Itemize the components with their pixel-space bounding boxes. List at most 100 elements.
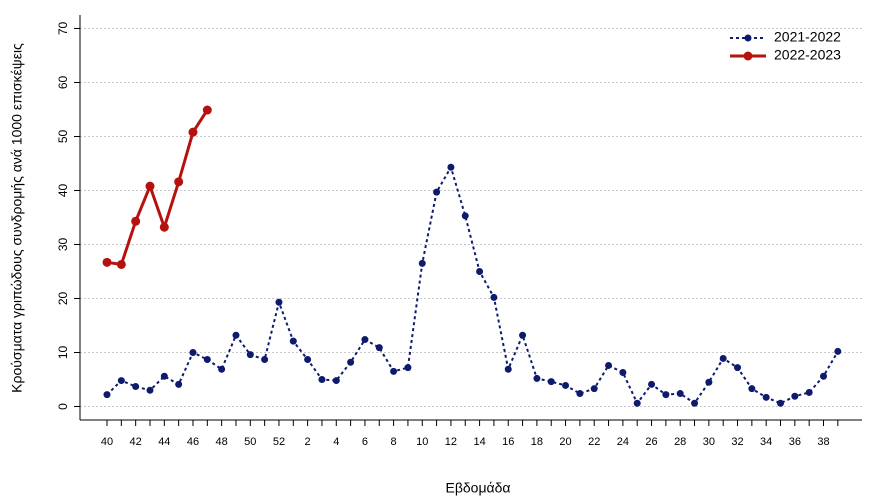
data-point <box>418 259 426 267</box>
x-tick-label: 36 <box>789 436 801 448</box>
x-tick-label: 8 <box>391 436 397 448</box>
data-point <box>576 390 584 398</box>
legend-marker <box>744 34 752 42</box>
x-tick-label: 38 <box>817 436 829 448</box>
data-point <box>145 181 155 191</box>
data-point <box>189 349 197 356</box>
legend-label: 2022-2023 <box>774 47 841 63</box>
data-point <box>131 216 141 226</box>
data-point <box>202 105 212 115</box>
data-point <box>404 364 412 372</box>
y-tick-label: 40 <box>56 184 70 198</box>
data-point <box>174 177 184 187</box>
data-point <box>734 364 742 372</box>
data-point <box>289 337 297 345</box>
y-tick-label: 20 <box>56 292 70 306</box>
y-axis-label: Κρούσματα γριπώδους συνδρομής ανά 1000 ε… <box>9 43 25 393</box>
data-point <box>275 298 283 306</box>
data-point <box>762 393 770 401</box>
x-tick-label: 28 <box>674 436 686 448</box>
data-point <box>490 293 498 301</box>
y-tick-label: 30 <box>56 238 70 252</box>
data-point <box>304 356 312 364</box>
data-point <box>160 372 168 380</box>
data-point <box>691 399 699 407</box>
data-point <box>461 212 469 220</box>
x-tick-label: 42 <box>130 436 142 448</box>
data-point <box>159 222 169 232</box>
y-tick-label: 70 <box>56 22 70 36</box>
x-tick-label: 46 <box>187 436 199 448</box>
data-point <box>146 386 154 394</box>
data-point <box>102 257 112 267</box>
data-point <box>705 378 713 386</box>
x-tick-label: 48 <box>216 436 228 448</box>
data-point <box>132 383 140 391</box>
data-point <box>261 356 269 364</box>
data-point <box>519 331 527 339</box>
x-tick-label: 30 <box>703 436 715 448</box>
x-tick-label: 22 <box>588 436 600 448</box>
data-point <box>562 381 570 389</box>
x-tick-label: 4 <box>333 436 339 448</box>
data-point <box>648 380 656 388</box>
data-point <box>619 368 627 376</box>
data-point <box>103 391 111 399</box>
data-point <box>748 385 756 393</box>
x-tick-label: 12 <box>445 436 457 448</box>
legend-marker <box>743 51 753 61</box>
data-point <box>347 358 355 366</box>
data-point <box>116 259 126 269</box>
series-line <box>106 109 209 267</box>
data-point <box>246 351 254 359</box>
x-tick-label: 16 <box>502 436 514 448</box>
data-point <box>375 344 383 352</box>
data-point <box>805 388 813 396</box>
data-point <box>504 365 512 373</box>
x-tick-label: 32 <box>731 436 743 448</box>
data-point <box>547 378 555 386</box>
y-tick-label: 0 <box>56 403 70 410</box>
data-point <box>117 377 125 385</box>
x-tick-label: 40 <box>101 436 113 448</box>
data-point <box>605 361 613 369</box>
x-tick-label: 6 <box>362 436 368 448</box>
data-point <box>447 163 455 171</box>
legend-label: 2021-2022 <box>774 29 841 45</box>
data-point <box>218 365 226 373</box>
data-point <box>590 385 598 393</box>
data-point <box>476 268 484 275</box>
y-tick-label: 60 <box>56 76 70 90</box>
data-point <box>390 367 398 375</box>
x-tick-label: 52 <box>273 436 285 448</box>
data-point <box>361 336 369 344</box>
x-tick-label: 2 <box>305 436 311 448</box>
x-tick-label: 34 <box>760 436 772 448</box>
data-point <box>188 127 198 137</box>
x-tick-label: 24 <box>617 436 629 448</box>
x-tick-label: 44 <box>158 436 170 448</box>
y-tick-label: 10 <box>56 346 70 360</box>
data-point <box>232 331 240 339</box>
x-axis-label: Εβδομάδα <box>445 480 510 496</box>
x-tick-label: 20 <box>559 436 571 448</box>
data-point <box>175 380 183 388</box>
data-point <box>433 188 441 196</box>
x-tick-label: 26 <box>645 436 657 448</box>
x-tick-label: 50 <box>244 436 256 448</box>
data-point <box>533 374 541 382</box>
x-tick-label: 18 <box>531 436 543 448</box>
data-point <box>633 399 641 407</box>
data-point <box>332 377 340 385</box>
data-point <box>791 392 799 400</box>
data-point <box>777 399 785 407</box>
series-line <box>106 164 839 406</box>
x-tick-label: 10 <box>416 436 428 448</box>
y-tick-label: 50 <box>56 130 70 144</box>
data-point <box>834 347 842 355</box>
data-point <box>820 372 827 380</box>
data-point <box>719 354 727 362</box>
data-point <box>203 356 211 364</box>
data-point <box>318 376 326 383</box>
